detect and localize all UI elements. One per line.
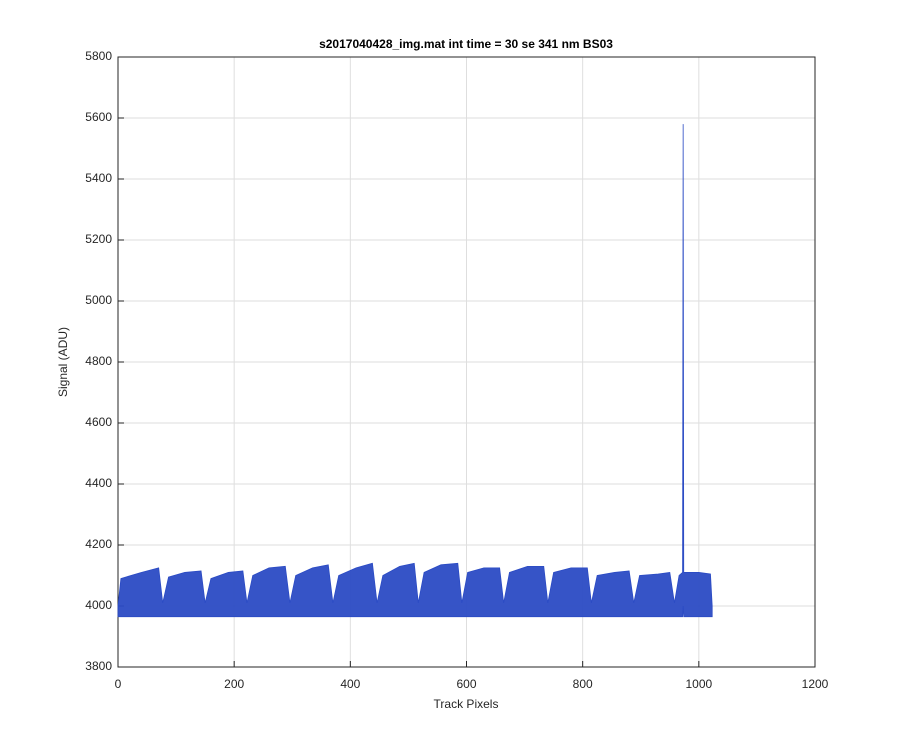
y-tick-label: 4000 (85, 598, 112, 612)
x-tick-label: 200 (224, 677, 244, 691)
y-tick-label: 4200 (85, 537, 112, 551)
y-tick-label: 5800 (85, 49, 112, 63)
chart-title: s2017040428_img.mat int time = 30 se 341… (319, 37, 613, 51)
x-tick-label: 1000 (685, 677, 712, 691)
y-tick-label: 4800 (85, 354, 112, 368)
x-axis-label: Track Pixels (434, 697, 499, 711)
plot-frame (117, 56, 816, 668)
y-tick-label: 5400 (85, 171, 112, 185)
x-tick-label: 600 (456, 677, 476, 691)
y-tick-label: 5000 (85, 293, 112, 307)
y-tick-label: 5600 (85, 110, 112, 124)
x-tick-label: 800 (573, 677, 593, 691)
y-tick-label: 5200 (85, 232, 112, 246)
x-tick-label: 400 (340, 677, 360, 691)
signal-band (117, 124, 713, 618)
x-tick-label: 1200 (802, 677, 829, 691)
y-tick-label: 3800 (85, 659, 112, 673)
x-tick-label: 0 (115, 677, 122, 691)
y-tick-label: 4400 (85, 476, 112, 490)
y-tick-label: 4600 (85, 415, 112, 429)
y-axis-label: Signal (ADU) (56, 327, 70, 397)
